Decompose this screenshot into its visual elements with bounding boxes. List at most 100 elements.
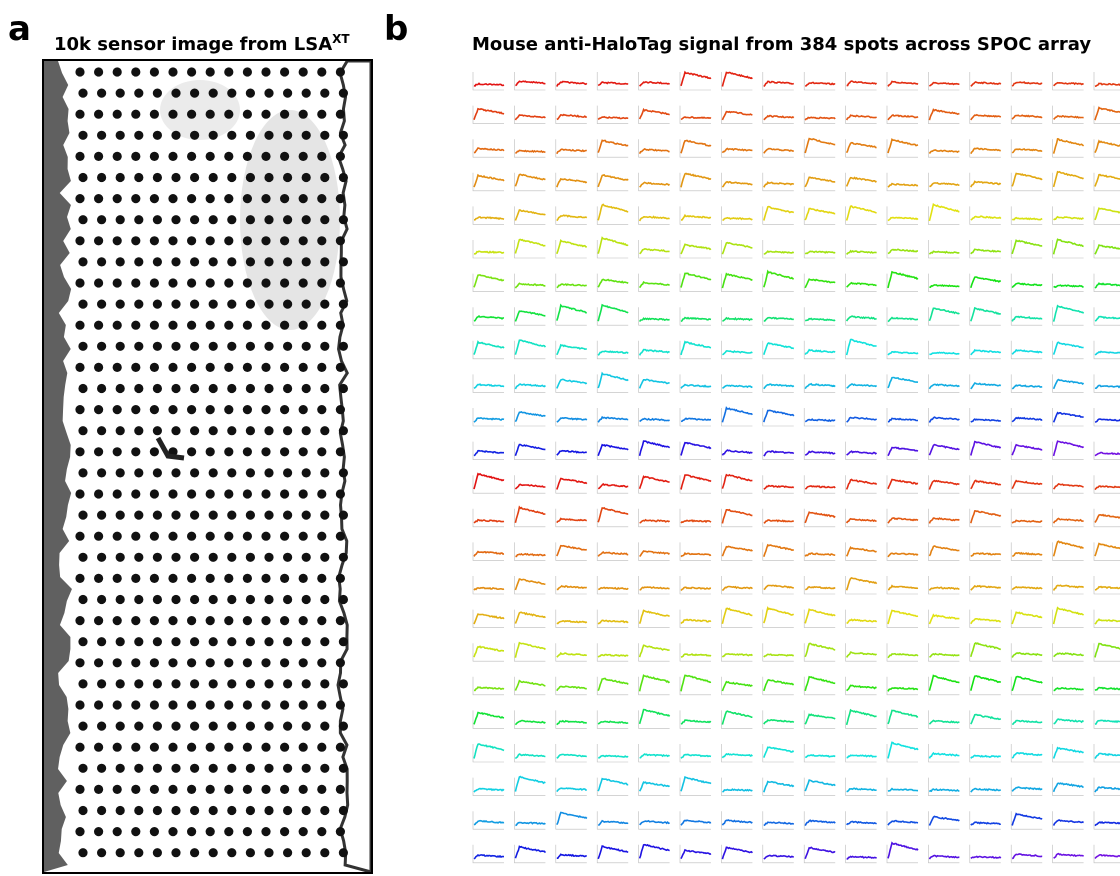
sensor-spot: [134, 172, 144, 183]
signal-curve: [804, 779, 836, 792]
plot-axes: [969, 542, 1001, 561]
image-frame: [42, 59, 373, 874]
sensor-spot: [261, 489, 271, 499]
plot-axes: [969, 576, 1001, 595]
sensor-spot: [131, 742, 141, 752]
plot-axes: [886, 609, 918, 628]
plot-axes: [803, 844, 836, 864]
sensor-spot: [298, 447, 308, 457]
plot-axes: [928, 307, 960, 326]
plot-axes: [555, 508, 587, 528]
signal-curve: [804, 754, 836, 759]
plot-axes: [721, 844, 753, 864]
sensor-spot: [78, 637, 88, 647]
sensor-spot: [112, 236, 122, 246]
signal-curve: [804, 250, 836, 255]
signal-curve: [721, 241, 753, 255]
plot-axes: [596, 273, 629, 292]
sensor-spot: [171, 637, 181, 647]
sensor-spot: [245, 594, 255, 605]
sensor-spot: [168, 573, 178, 584]
sensor-spot: [320, 510, 330, 520]
sensor-spot: [168, 109, 178, 119]
sensor-spot: [78, 468, 88, 478]
plot-axes: [1010, 206, 1043, 225]
signal-curve: [845, 576, 878, 591]
plot-axes: [679, 72, 711, 91]
plot-axes: [886, 710, 918, 729]
sensor-spot: [264, 88, 274, 98]
signal-curve: [928, 788, 960, 793]
sensor-spot: [298, 616, 308, 626]
sensor-spot: [131, 531, 141, 541]
sensor-spot: [245, 257, 255, 267]
sensor-spot: [227, 552, 237, 562]
signal-curve: [639, 181, 671, 188]
plot-axes: [1093, 475, 1120, 494]
signal-curve: [887, 182, 919, 188]
signal-curve: [514, 114, 546, 121]
signal-curve: [556, 719, 588, 726]
sensor-spot: [317, 531, 327, 541]
sensor-spot: [94, 320, 104, 330]
plot-axes: [555, 72, 587, 91]
plot-axes: [1010, 307, 1043, 326]
sensor-spot: [301, 805, 311, 816]
plot-axes: [1052, 408, 1084, 427]
sensor-spot: [227, 383, 237, 394]
sensor-spot: [190, 805, 200, 816]
plot-axes: [762, 441, 794, 460]
sensor-spot: [301, 172, 311, 183]
sensor-spot: [261, 531, 271, 541]
sensor-spot: [280, 236, 290, 246]
sensor-spot: [115, 510, 125, 520]
sensor-spot: [283, 637, 293, 647]
sensor-spot: [78, 130, 88, 140]
signal-curve: [970, 552, 1002, 558]
plot-axes: [762, 172, 794, 192]
sensor-spot: [134, 510, 144, 520]
plot-axes: [928, 777, 960, 796]
sensor-spot: [301, 510, 311, 520]
signal-curve: [556, 619, 588, 625]
sensor-spot: [245, 552, 255, 562]
plot-axes: [886, 408, 918, 427]
sensor-spot: [112, 320, 122, 330]
sensor-spot: [152, 679, 162, 689]
plot-axes: [1052, 172, 1084, 192]
signal-curve: [638, 378, 670, 389]
sensor-spot: [187, 700, 197, 710]
plot-axes: [969, 105, 1001, 124]
sensor-spot: [264, 257, 274, 267]
plot-axes: [1052, 744, 1084, 763]
sensor-spot: [335, 320, 345, 330]
sensor-spot: [97, 383, 107, 394]
sensor-spot: [112, 447, 122, 457]
sensor-spot: [261, 742, 271, 752]
plot-axes: [721, 307, 753, 326]
signal-curve: [970, 180, 1002, 188]
plot-axes: [1052, 844, 1084, 864]
plot-axes: [472, 643, 504, 662]
sensor-spot: [97, 215, 107, 225]
plot-axes: [555, 475, 587, 494]
sensor-spot: [171, 426, 181, 436]
sensor-spot: [187, 109, 197, 119]
sensor-spot: [131, 67, 141, 77]
signal-curve: [722, 384, 753, 389]
plot-axes: [1010, 676, 1043, 696]
sensor-spot: [283, 215, 293, 225]
plot-axes: [638, 139, 670, 158]
sensor-spot: [224, 489, 234, 499]
sensor-spot: [94, 67, 104, 77]
sensor-spot: [149, 531, 159, 541]
plot-axes: [762, 307, 794, 326]
plot-axes: [1010, 172, 1043, 192]
sensor-spot: [301, 88, 311, 98]
plot-axes: [596, 408, 629, 427]
plot-axes: [803, 206, 836, 225]
sensor-spot: [317, 616, 327, 626]
sensor-spot: [190, 257, 200, 267]
signal-curve: [887, 609, 919, 625]
sensor-spot: [245, 130, 255, 140]
